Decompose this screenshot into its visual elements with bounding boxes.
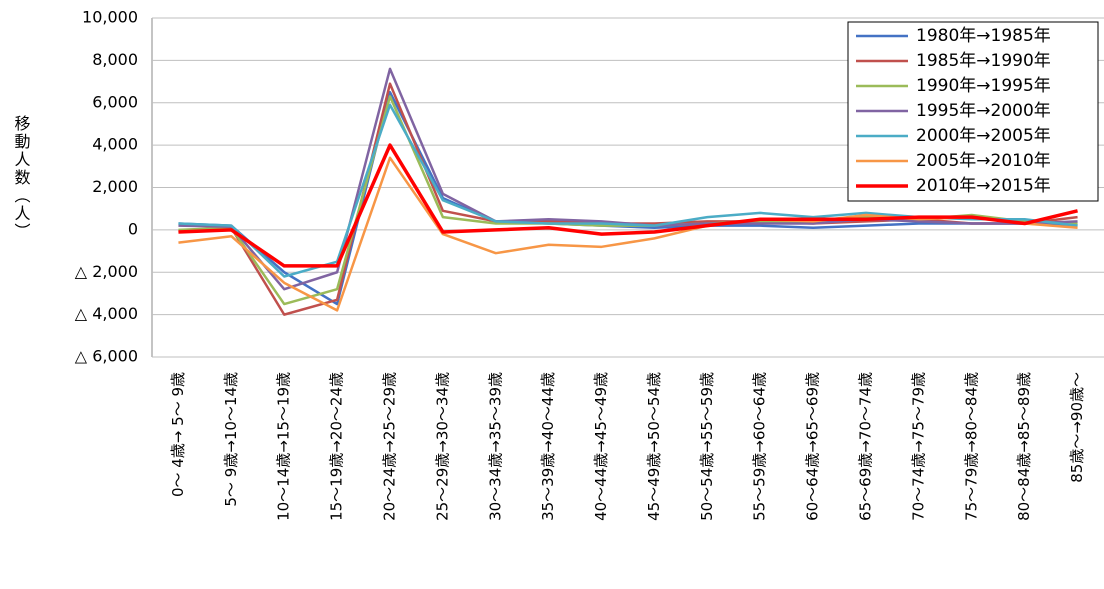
x-tick-label: 0～ 4歳→ 5～ 9歳	[169, 372, 187, 497]
x-tick-label: 85歳～→90歳～	[1068, 372, 1086, 483]
legend-label: 2000年→2005年	[916, 126, 1051, 146]
x-tick-label: 70～74歳→75～79歳	[909, 372, 927, 521]
legend-label: 1980年→1985年	[916, 26, 1051, 46]
y-tick-label: △ 6,000	[75, 347, 138, 366]
legend-label: 2005年→2010年	[916, 151, 1051, 171]
x-tick-label: 15～19歳→20～24歳	[328, 372, 346, 521]
x-tick-label: 30～34歳→35～39歳	[486, 372, 504, 521]
legend-label: 2010年→2015年	[916, 176, 1051, 196]
x-tick-label: 45～49歳→50～54歳	[645, 372, 663, 521]
x-tick-label: 65～69歳→70～74歳	[857, 372, 875, 521]
x-tick-label: 40～44歳→45～49歳	[592, 372, 610, 521]
y-tick-label: 0	[128, 219, 138, 238]
legend-label: 1990年→1995年	[916, 76, 1051, 96]
x-tick-label: 10～14歳→15～19歳	[275, 372, 293, 521]
x-tick-label: 20～24歳→25～29歳	[381, 372, 399, 521]
y-tick-label: 2,000	[92, 177, 138, 196]
y-axis-label: 移動人数（人）	[12, 115, 31, 241]
x-tick-label: 55～59歳→60～64歳	[751, 372, 769, 521]
y-tick-label: △ 2,000	[75, 262, 138, 281]
y-tick-label: 6,000	[92, 92, 138, 111]
series-line	[178, 156, 1078, 312]
y-tick-label: 10,000	[82, 8, 138, 27]
x-tick-label: 50～54歳→55～59歳	[698, 372, 716, 521]
legend-label: 1995年→2000年	[916, 101, 1051, 121]
x-tick-label: 75～79歳→80～84歳	[962, 372, 980, 521]
series-line	[178, 143, 1078, 268]
x-tick-label: 60～64歳→65～69歳	[804, 372, 822, 521]
x-tick-label: 25～29歳→30～34歳	[433, 372, 451, 521]
x-tick-label: 5～ 9歳→10～14歳	[222, 372, 240, 507]
y-tick-label: △ 4,000	[75, 304, 138, 323]
legend-label: 1985年→1990年	[916, 51, 1051, 71]
y-tick-label: 8,000	[92, 50, 138, 69]
y-tick-label: 4,000	[92, 135, 138, 154]
x-tick-label: 80～84歳→85～89歳	[1015, 372, 1033, 521]
x-tick-label: 35～39歳→40～44歳	[539, 372, 557, 521]
